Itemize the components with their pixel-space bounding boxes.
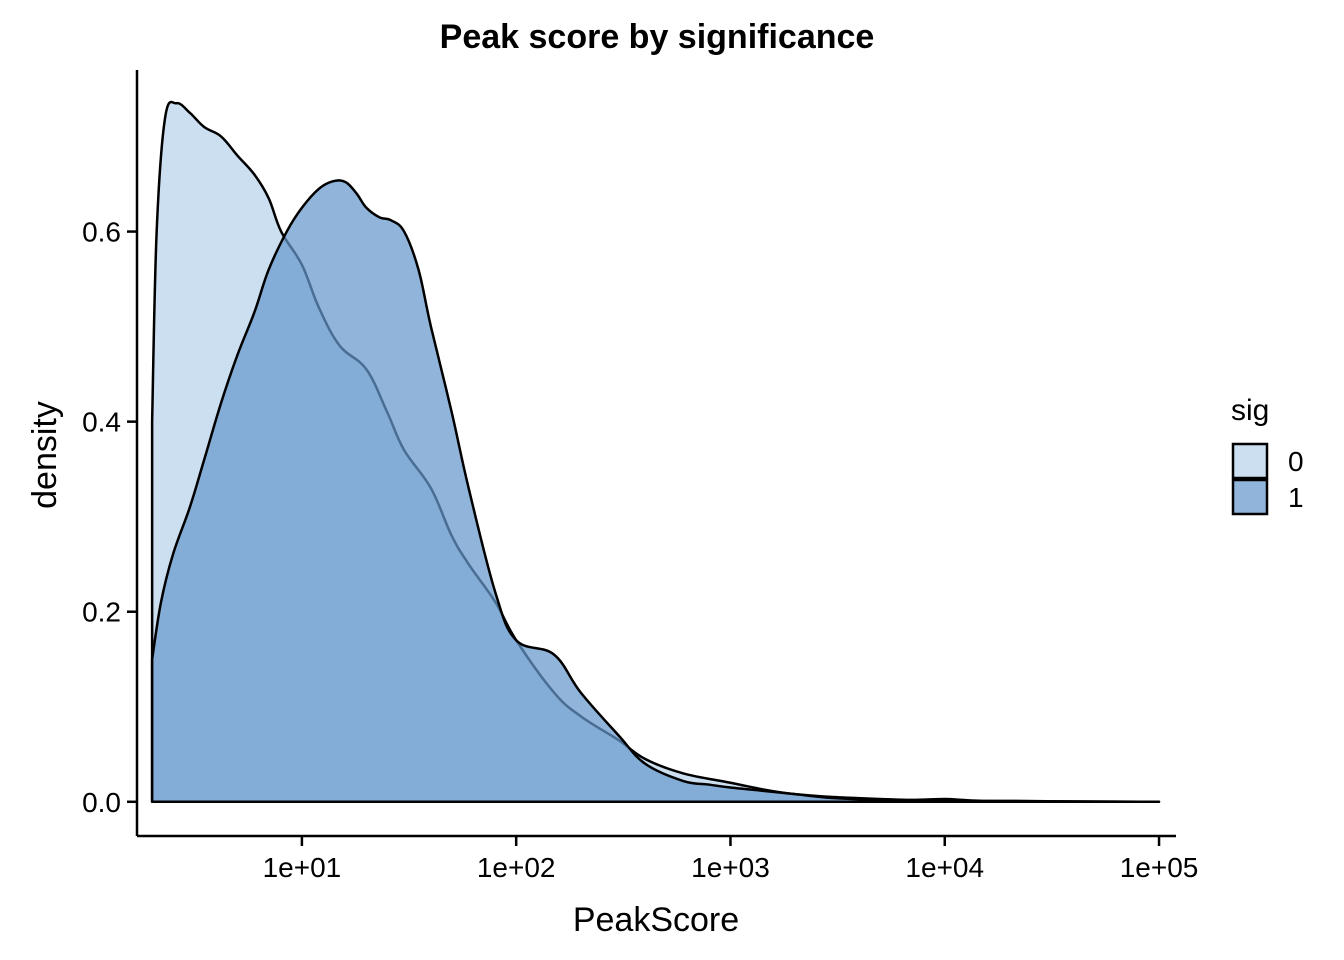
y-tick-label: 0.6 bbox=[82, 217, 121, 248]
y-axis-title: density bbox=[26, 401, 64, 509]
x-tick-label: 1e+02 bbox=[477, 852, 556, 883]
y-tick-label: 0.2 bbox=[82, 597, 121, 628]
chart-title: Peak score by significance bbox=[440, 18, 875, 56]
y-tick-label: 0.0 bbox=[82, 787, 121, 818]
density-area-sig-1 bbox=[150, 179, 1161, 804]
legend-items: 01 bbox=[1231, 442, 1304, 516]
x-axis-title: PeakScore bbox=[573, 901, 739, 939]
legend-label-sig-1: 1 bbox=[1288, 482, 1304, 513]
legend: sig 01 bbox=[1231, 394, 1304, 516]
y-tick-label: 0.4 bbox=[82, 407, 121, 438]
legend-key-sig-0 bbox=[1231, 442, 1269, 480]
x-axis-ticks: 1e+01 1e+02 1e+03 1e+04 1e+05 bbox=[263, 836, 1199, 883]
x-tick-label: 1e+05 bbox=[1120, 852, 1199, 883]
legend-key-sig-1 bbox=[1231, 478, 1269, 516]
x-tick-label: 1e+04 bbox=[905, 852, 984, 883]
legend-title: sig bbox=[1231, 394, 1269, 427]
x-tick-label: 1e+01 bbox=[263, 852, 342, 883]
y-axis-ticks: 0.0 0.2 0.4 0.6 bbox=[82, 217, 137, 818]
axes bbox=[135, 70, 1176, 838]
legend-label-sig-0: 0 bbox=[1288, 446, 1304, 477]
density-series bbox=[150, 100, 1161, 804]
x-tick-label: 1e+03 bbox=[691, 852, 770, 883]
